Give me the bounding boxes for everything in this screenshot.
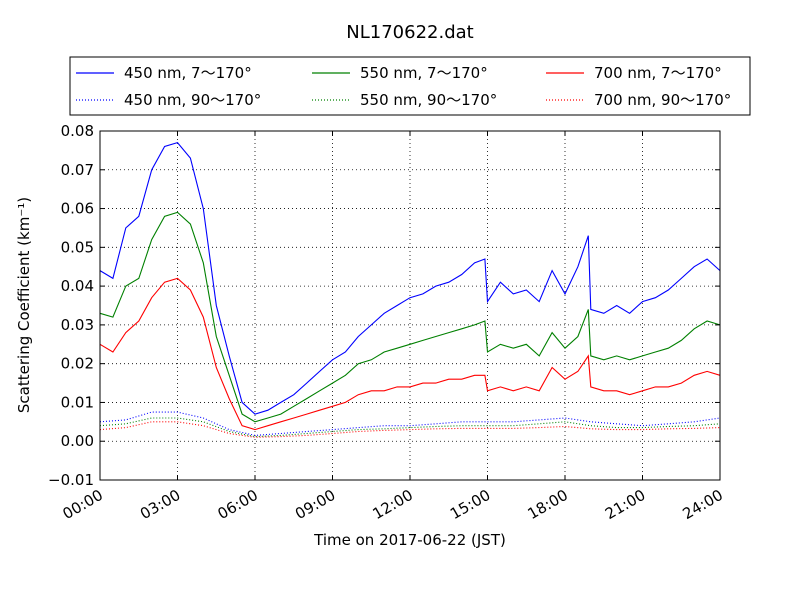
chart-title: NL170622.dat	[346, 22, 473, 43]
series-line	[99, 411, 721, 436]
legend-label: 550 nm, 7～170°	[360, 64, 488, 82]
legend-label: 700 nm, 90～170°	[594, 91, 731, 109]
legend-box	[69, 56, 751, 116]
y-tick-label: 0.01	[61, 393, 94, 411]
legend-label: 450 nm, 90～170°	[124, 91, 261, 109]
y-tick-label: 0.03	[61, 316, 94, 334]
series-line	[99, 421, 721, 438]
y-tick-label: 0.07	[61, 161, 94, 179]
y-tick-label: 0.04	[61, 277, 94, 295]
y-tick-label: 0.02	[61, 355, 94, 373]
series-line	[99, 141, 721, 415]
grid	[100, 131, 720, 480]
series-line	[99, 211, 721, 423]
legend-label: 550 nm, 90～170°	[360, 91, 497, 109]
legend: 450 nm, 7～170° 450 nm, 90～170° 550 nm, 7～1…	[69, 56, 751, 116]
series-line	[99, 277, 721, 431]
y-tick-label: 0.05	[61, 238, 94, 256]
y-axis-label: Scattering Coefficient (km⁻¹)	[15, 197, 33, 413]
x-axis-label: Time on 2017-06-22 (JST)	[313, 531, 506, 549]
y-tick-label: 0.06	[61, 200, 94, 218]
y-tick-label: 0.08	[61, 122, 94, 140]
legend-entries: 450 nm, 7～170° 450 nm, 90～170° 550 nm, 7～1…	[76, 64, 731, 109]
legend-label: 700 nm, 7～170°	[594, 64, 722, 82]
y-tick-label: 0.00	[61, 432, 94, 450]
legend-label: 450 nm, 7～170°	[124, 64, 252, 82]
series-layer	[99, 141, 721, 438]
y-tick-label: −0.01	[48, 471, 94, 489]
